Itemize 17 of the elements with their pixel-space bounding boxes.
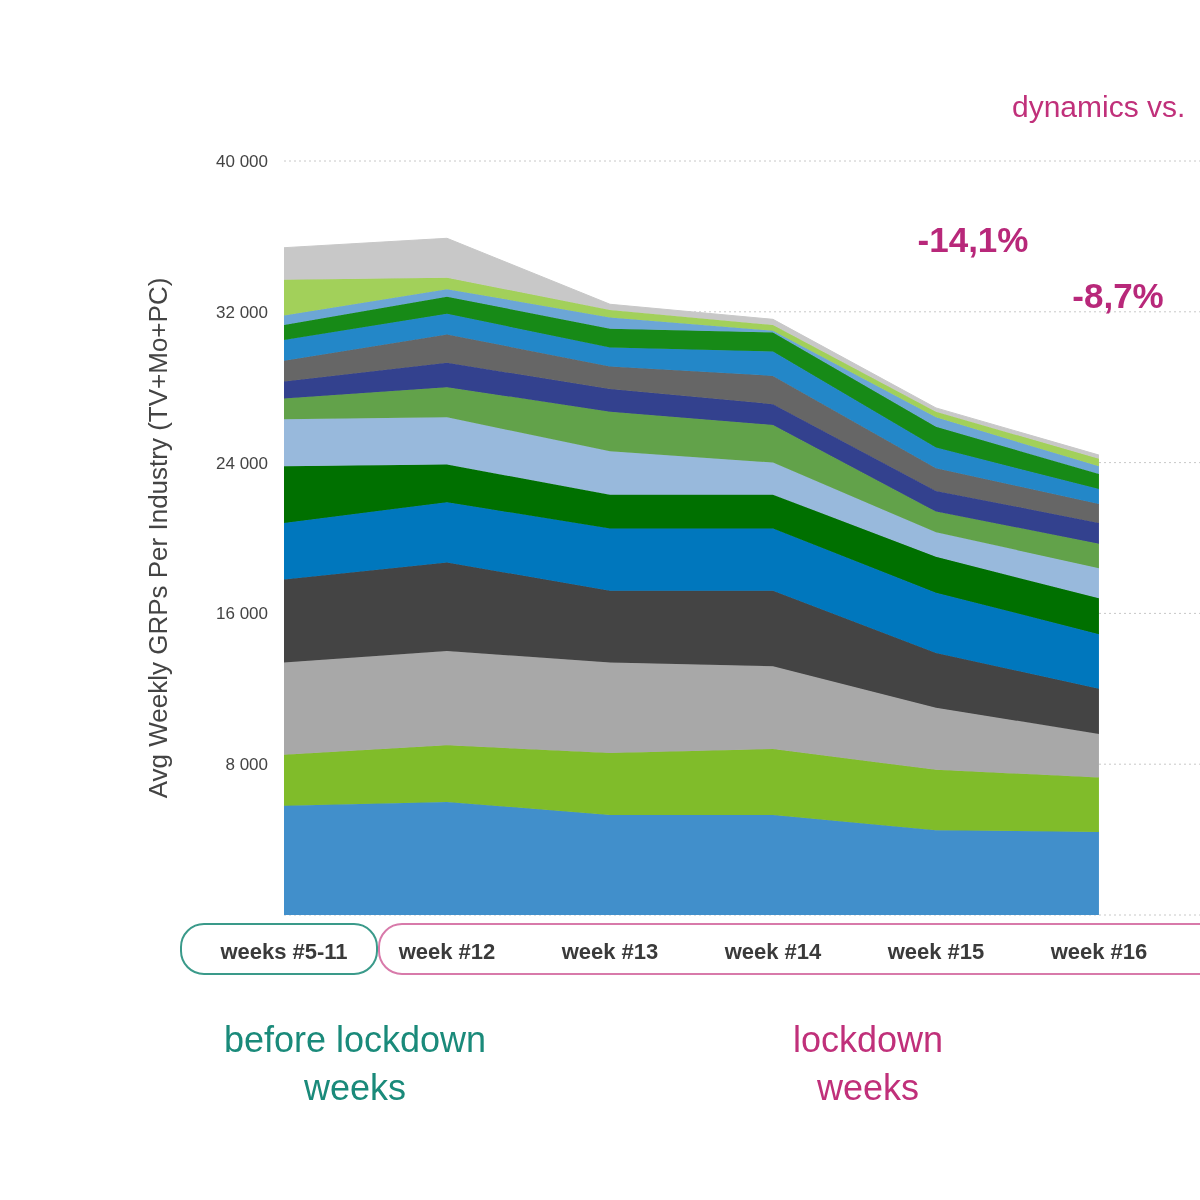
text: lockdown weeks xyxy=(791,1018,945,1110)
x-tick-label: week #16 xyxy=(1049,939,1148,964)
annotation: -8,7% xyxy=(1071,276,1165,316)
y-tick-label: 32 000 xyxy=(216,302,268,322)
x-tick-label: weeks #5-11 xyxy=(219,939,348,964)
text: dynamics vs. xyxy=(1012,90,1186,124)
text: before lockdown weeks xyxy=(222,1018,488,1110)
y-tick-label: 40 000 xyxy=(216,152,268,171)
y-tick-label: 8 000 xyxy=(225,755,268,775)
x-tick-label: week #15 xyxy=(886,939,985,964)
x-tick-label: week #13 xyxy=(560,939,659,964)
annotation: -14,1% xyxy=(916,220,1030,260)
x-tick-label: week #14 xyxy=(723,939,823,964)
x-tick-label: week #12 xyxy=(397,939,496,964)
y-axis-title: Avg Weekly GRPs Per Industry (TV+Mo+PC) xyxy=(143,277,174,799)
y-tick-label: 24 000 xyxy=(216,453,268,473)
y-tick-label: 16 000 xyxy=(216,604,268,624)
